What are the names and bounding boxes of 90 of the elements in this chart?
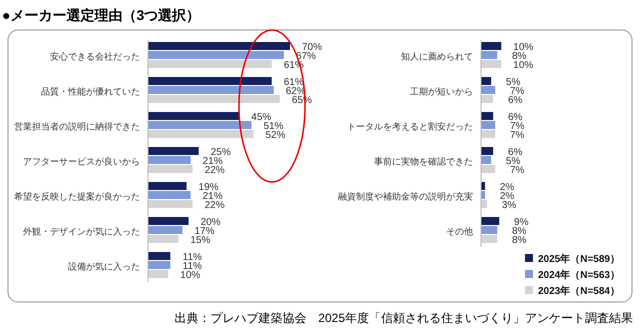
bar <box>481 51 498 59</box>
bar <box>481 60 502 68</box>
data-label: 10% <box>513 42 534 53</box>
data-label: 5% <box>506 77 520 88</box>
bar <box>148 270 168 278</box>
data-label: 2% <box>500 182 514 193</box>
bar <box>481 42 502 50</box>
bar <box>148 191 191 199</box>
data-label: 8% <box>512 235 527 246</box>
legend-label: 2024年（N=563） <box>538 269 620 281</box>
bar <box>481 165 496 173</box>
chart-title: ●メーカー選定理由（3つ選択） <box>2 7 200 23</box>
data-label: 22% <box>204 200 225 211</box>
bar <box>148 165 193 173</box>
bar <box>481 200 488 208</box>
bar <box>481 156 492 164</box>
data-label: 21% <box>202 191 223 202</box>
y-tick-label: 設備が気に入った <box>68 262 140 272</box>
bar <box>148 121 252 129</box>
bar <box>148 252 170 260</box>
y-tick-label: 事前に実物を確認できた <box>374 156 473 166</box>
data-label: 21% <box>202 156 223 167</box>
y-tick-label: アフターサービスが良いから <box>23 156 140 166</box>
data-label: 70% <box>302 42 322 53</box>
bar <box>481 86 496 94</box>
y-tick-label: 外観・デザインが気に入った <box>23 226 140 236</box>
bar <box>481 77 492 85</box>
bar <box>148 156 191 164</box>
data-label: 19% <box>198 182 219 193</box>
data-label: 9% <box>514 217 529 228</box>
data-label: 6% <box>508 147 523 158</box>
data-label: 11% <box>182 252 202 263</box>
bar <box>148 147 199 155</box>
data-label: 10% <box>180 270 200 281</box>
bar <box>148 77 272 85</box>
y-tick-label: トータルを考えると割安だった <box>347 122 473 132</box>
source-note: 出典：プレハブ建築協会 2025年度「信頼される住まいづくり」アンケート調査結果 <box>174 311 633 325</box>
y-tick-label: 工期が短いから <box>410 86 473 96</box>
bar <box>148 182 187 190</box>
data-label: 52% <box>265 130 286 141</box>
bar <box>148 86 274 94</box>
data-label: 8% <box>512 51 527 62</box>
data-label: 3% <box>502 200 516 211</box>
bar <box>148 51 284 59</box>
bar <box>481 112 494 120</box>
bar <box>481 95 494 103</box>
data-label: 7% <box>510 121 525 132</box>
bar <box>481 147 494 155</box>
data-label: 7% <box>510 130 525 141</box>
bar <box>148 200 193 208</box>
legend-label: 2025年（N=589） <box>538 253 620 265</box>
y-tick-label: 品質・性能が優れていた <box>41 86 140 96</box>
data-label: 6% <box>508 95 523 106</box>
data-label: 7% <box>510 165 525 176</box>
data-label: 61% <box>284 77 304 88</box>
bar <box>481 235 498 243</box>
y-tick-label: 知人に薦められて <box>401 52 473 62</box>
bar <box>148 60 272 68</box>
y-tick-label: その他 <box>446 226 473 236</box>
bar <box>148 226 182 234</box>
legend-label: 2023年（N=584） <box>538 285 620 297</box>
bar <box>481 130 496 138</box>
data-label: 2% <box>500 191 514 202</box>
data-label: 10% <box>513 60 534 71</box>
bar <box>481 121 496 129</box>
y-tick-label: 融資制度や補助金等の説明が充実 <box>338 192 473 202</box>
data-label: 6% <box>508 112 523 123</box>
data-label: 25% <box>210 147 231 158</box>
data-label: 17% <box>194 226 215 237</box>
data-label: 51% <box>263 121 284 132</box>
bar <box>148 95 280 103</box>
data-label: 8% <box>512 226 527 237</box>
bar <box>481 217 500 225</box>
bar <box>148 42 290 50</box>
data-label: 20% <box>200 217 221 228</box>
data-label: 45% <box>251 112 272 123</box>
data-label: 22% <box>204 165 225 176</box>
data-label: 15% <box>190 235 211 246</box>
bar <box>148 235 178 243</box>
bar <box>148 217 189 225</box>
bar <box>148 261 170 269</box>
data-label: 7% <box>510 86 525 97</box>
data-label: 5% <box>506 156 520 167</box>
bar <box>481 226 498 234</box>
bar <box>148 112 240 120</box>
bar <box>148 130 254 138</box>
y-tick-label: 安心できる会社だった <box>50 52 140 62</box>
y-tick-label: 希望を反映した提案が良かった <box>14 192 140 202</box>
data-label: 11% <box>182 261 202 272</box>
y-tick-label: 営業担当者の説明に納得できた <box>14 122 140 132</box>
